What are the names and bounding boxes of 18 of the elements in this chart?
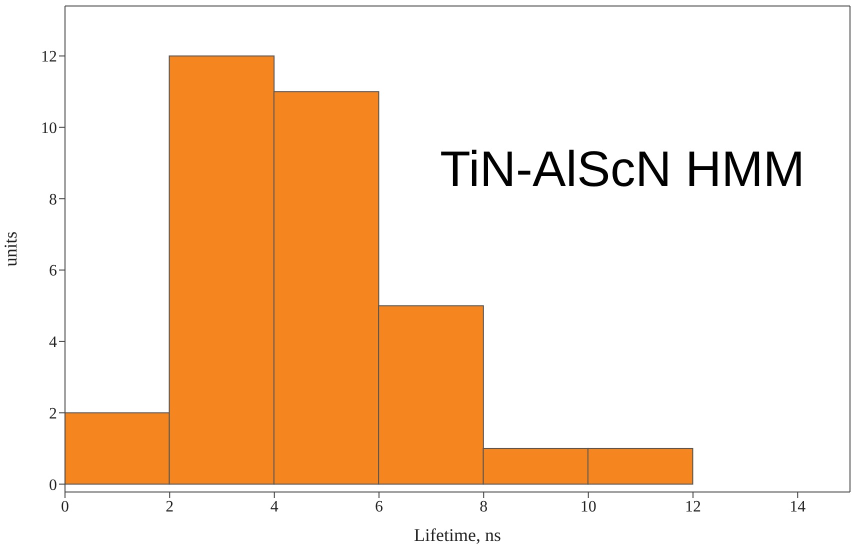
- x-tick-label: 14: [790, 498, 806, 516]
- x-tick-label: 8: [480, 498, 488, 516]
- annotation: TiN-AlScN HMM: [440, 140, 805, 198]
- y-tick-label: 0: [49, 476, 57, 494]
- y-tick-label: 12: [41, 48, 57, 66]
- x-tick-label: 4: [270, 498, 278, 516]
- x-tick-label: 10: [580, 498, 596, 516]
- x-tick-label: 0: [61, 498, 69, 516]
- x-axis-title: Lifetime, ns: [414, 525, 501, 545]
- y-axis-title: units: [0, 231, 20, 267]
- y-tick-label: 8: [49, 191, 57, 208]
- y-tick-label: 10: [41, 120, 57, 137]
- y-tick-label: 2: [49, 405, 57, 422]
- y-tick-label: 4: [49, 334, 57, 352]
- x-tick-label: 12: [685, 498, 701, 516]
- x-tick-label: 6: [375, 498, 383, 516]
- y-tick-label: 6: [49, 262, 57, 280]
- x-tick-label: 2: [166, 498, 174, 516]
